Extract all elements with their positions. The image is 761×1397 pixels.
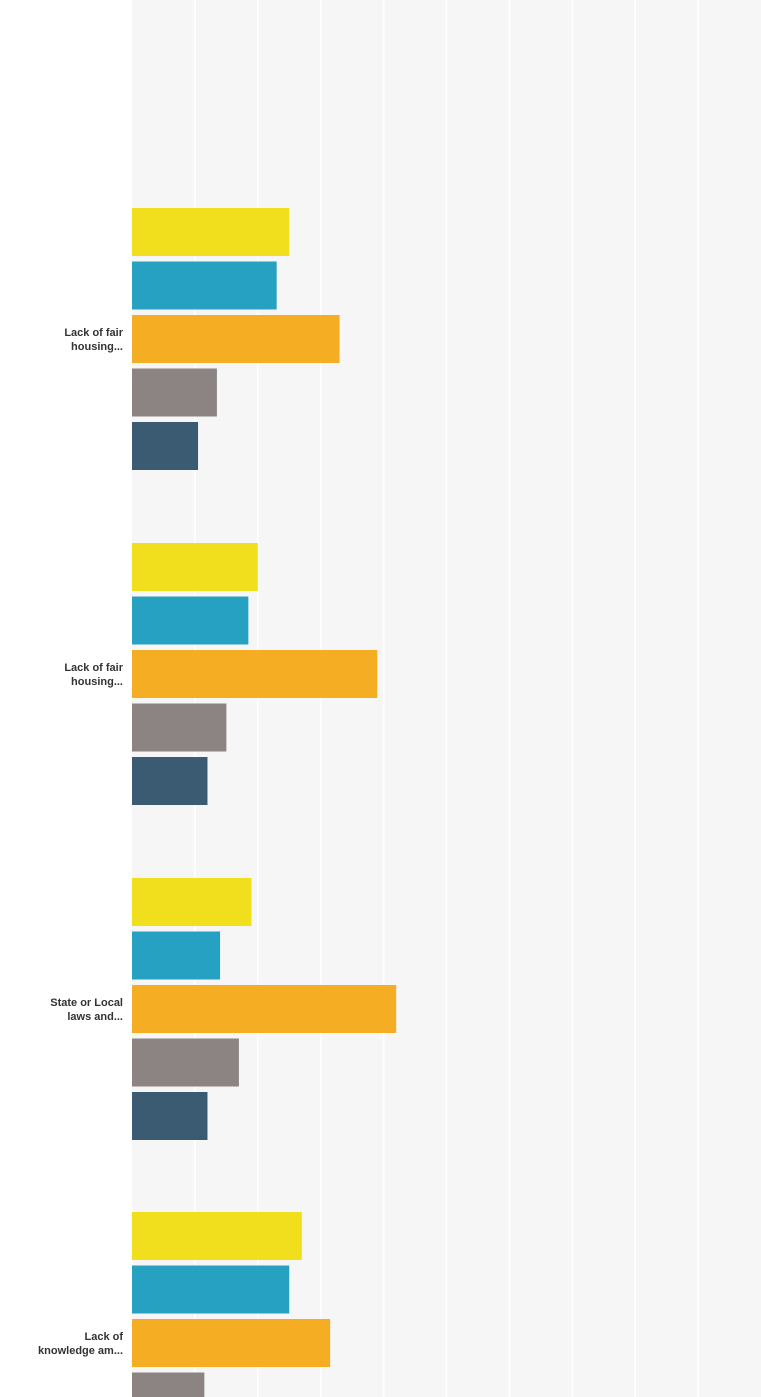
bar-cat2-s3: [132, 315, 340, 363]
bar-cat4-s2: [132, 931, 221, 980]
category-label-4-line2: laws and...: [67, 1011, 123, 1023]
bar-cat5-s3: [132, 1319, 331, 1367]
bar-cat3-s2: [132, 596, 249, 645]
bar-cat4-s1: [132, 878, 252, 926]
category-label-2-line1: Lack of fair: [64, 327, 123, 339]
bar-cat4-s3: [132, 985, 397, 1033]
bar-cat3-s3: [132, 650, 378, 698]
bar-cat2-s4: [132, 368, 217, 417]
bar-cat5-s4: [132, 1372, 205, 1397]
bar-cat3-s1: [132, 543, 258, 591]
bar-cat4-s5: [132, 1092, 208, 1140]
bar-cat5-s2: [132, 1265, 290, 1314]
bar-cat2-s5: [132, 422, 199, 470]
category-label-4-line1: State or Local: [50, 997, 123, 1009]
category-label-5-line2: knowledge am...: [38, 1345, 123, 1357]
bar-cat3-s5: [132, 757, 208, 805]
bar-cat4-s4: [132, 1038, 239, 1087]
category-labels: accessibilit...Lack of fairhousing...Lac…: [38, 327, 124, 1357]
bar-cat5-s1: [132, 1212, 302, 1260]
category-label-2-line2: housing...: [71, 341, 123, 353]
category-label-5-line1: Lack of: [84, 1331, 123, 1343]
bar-cat2-s1: [132, 208, 290, 256]
category-label-3-line1: Lack of fair: [64, 662, 123, 674]
bar-cat3-s4: [132, 703, 227, 752]
bars-group: [132, 208, 397, 1397]
bar-cat2-s2: [132, 261, 277, 310]
category-label-3-line2: housing...: [71, 676, 123, 688]
